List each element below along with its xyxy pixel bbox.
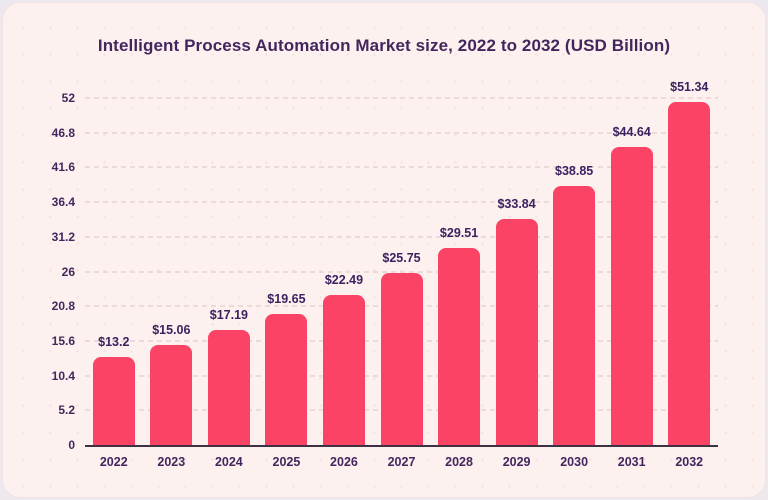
gridline	[85, 201, 718, 204]
x-tick-label: 2028	[445, 455, 473, 469]
bar-2032	[668, 102, 711, 445]
bar-2025	[265, 313, 308, 445]
x-tick-label: 2031	[617, 455, 646, 469]
bar-value-label: $29.51	[439, 226, 479, 241]
y-tick-label: 41.6	[51, 160, 75, 175]
bar-2026	[322, 294, 365, 445]
bar-slot: $17.19 2024	[200, 98, 258, 469]
bar-value-label: $38.85	[555, 163, 594, 178]
gridline	[85, 97, 718, 99]
plot-area: $13.2 2022 $15.06 2023 $17.19 2024 $19.65 2025 $…	[85, 80, 718, 469]
bar-value-label: $25.75	[382, 251, 421, 266]
y-tick-label: 20.8	[51, 299, 75, 314]
bar-value-label: $19.65	[267, 291, 306, 306]
gridline	[85, 166, 718, 169]
x-tick-label: 2030	[560, 455, 589, 469]
y-tick-label: 31.2	[51, 229, 75, 244]
bar-value-label: $51.34	[670, 80, 709, 95]
x-tick-label: 2029	[502, 455, 531, 469]
bar-slot: $19.65 2025	[258, 98, 316, 469]
bar-series: $13.2 2022 $15.06 2023 $17.19 2024 $19.65 2025 $…	[85, 80, 718, 469]
bar-value-label: $44.64	[612, 125, 651, 140]
bar-value-label: $17.19	[209, 308, 248, 323]
gridline	[85, 131, 718, 134]
x-tick-label: 2024	[214, 455, 243, 469]
bar-2029	[495, 219, 538, 445]
bar-2030	[553, 185, 596, 445]
bar-slot: $25.75 2027	[373, 98, 431, 469]
bar-slot: $51.34 2032	[660, 80, 718, 469]
bar-2022	[92, 356, 135, 445]
bar-2024	[207, 330, 250, 445]
bar-slot: $22.49 2026	[315, 98, 373, 469]
y-tick-label: 5.2	[58, 403, 75, 418]
chart-title: Intelligent Process Automation Market si…	[97, 36, 671, 55]
x-tick-label: 2027	[387, 455, 416, 469]
bar-slot: $38.85 2030	[545, 98, 603, 469]
bar-value-label: $15.06	[152, 322, 191, 337]
bar-slot: $29.51 2028	[430, 98, 488, 469]
gridline	[85, 235, 718, 238]
x-tick-label: 2023	[157, 455, 186, 469]
bar-value-label: $22.49	[324, 272, 364, 287]
y-axis: 0 5.2 10.4 15.6 20.8 26 31.2 36.4 41.6 46.8 52	[3, 91, 75, 452]
x-tick-label: 2022	[99, 455, 128, 469]
bar-2028	[438, 248, 481, 445]
bar-2027	[380, 273, 423, 445]
y-tick-label: 10.4	[51, 368, 75, 383]
bar-value-label: $33.84	[497, 197, 536, 212]
bar-value-label: $13.2	[98, 334, 130, 349]
bar-2031	[610, 147, 653, 445]
bar-2023	[150, 344, 193, 445]
bar-slot: $44.64 2031	[603, 98, 661, 469]
x-tick-label: 2025	[272, 455, 301, 469]
bar-slot: $13.2 2022	[85, 98, 143, 469]
x-tick-label: 2026	[330, 455, 358, 469]
x-tick-label: 2032	[675, 455, 704, 469]
y-tick-label: 0	[68, 438, 75, 452]
y-tick-label: 15.6	[51, 333, 75, 348]
gridline	[85, 270, 718, 273]
y-tick-label: 52	[61, 91, 75, 105]
y-tick-label: 36.4	[51, 195, 75, 210]
bar-slot: $15.06 2023	[143, 98, 201, 469]
bar-slot: $33.84 2029	[488, 98, 546, 469]
y-tick-label: 46.8	[51, 125, 75, 140]
y-tick-label: 26	[61, 264, 75, 279]
